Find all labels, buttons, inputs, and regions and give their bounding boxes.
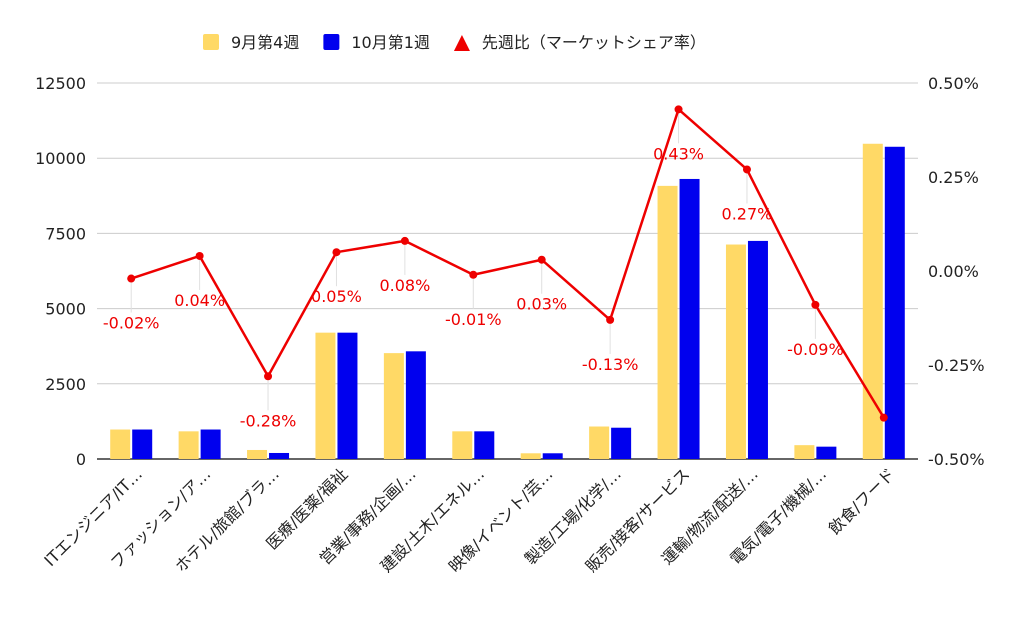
bar bbox=[178, 431, 199, 459]
label-guides bbox=[130, 113, 816, 411]
category-labels: ITエンジニア/IT…ファッション/ア…ホテル/旅館/ブラ…医療/医薬/福祉営業… bbox=[40, 464, 898, 576]
share-data-label: -0.13% bbox=[582, 355, 639, 374]
share-point bbox=[537, 255, 546, 264]
legend-label: 9月第4週 bbox=[231, 33, 299, 52]
bar bbox=[315, 332, 336, 459]
bar bbox=[542, 453, 563, 459]
bar bbox=[110, 429, 131, 459]
share-data-label: 0.03% bbox=[516, 295, 567, 314]
bar bbox=[520, 453, 541, 459]
gridlines bbox=[97, 82, 918, 460]
right-tick-label: -0.50% bbox=[928, 450, 985, 469]
share-point bbox=[674, 105, 683, 114]
legend-triangle-icon bbox=[453, 35, 470, 51]
share-point bbox=[879, 413, 888, 422]
share-line bbox=[127, 105, 888, 422]
share-data-label: -0.09% bbox=[787, 340, 844, 359]
share-data-label: -0.28% bbox=[240, 411, 297, 430]
right-tick-label: 0.50% bbox=[928, 74, 979, 93]
share-data-label: -0.02% bbox=[103, 314, 160, 333]
right-tick-label: 0.25% bbox=[928, 168, 979, 187]
legend-label: 先週比（マーケットシェア率） bbox=[482, 33, 706, 52]
bar bbox=[247, 449, 268, 459]
share-point bbox=[400, 236, 409, 245]
share-point bbox=[811, 300, 820, 309]
left-tick-label: 0 bbox=[76, 450, 86, 469]
share-data-label: 0.04% bbox=[174, 291, 225, 310]
bar bbox=[816, 446, 837, 459]
bar bbox=[405, 351, 426, 459]
share-data-label: 0.05% bbox=[311, 287, 362, 306]
bar bbox=[725, 244, 746, 459]
left-tick-label: 2500 bbox=[45, 375, 86, 394]
category-label: 飲食/フード bbox=[825, 464, 899, 538]
right-tick-label: 0.00% bbox=[928, 262, 979, 281]
share-point bbox=[264, 372, 273, 381]
share-point bbox=[742, 165, 751, 174]
bar bbox=[884, 146, 905, 459]
share-data-label: 0.08% bbox=[379, 276, 430, 295]
right-tick-label: -0.25% bbox=[928, 356, 985, 375]
share-line-path bbox=[130, 108, 885, 419]
bar bbox=[679, 178, 700, 459]
bar bbox=[747, 240, 768, 459]
right-axis: -0.50% -0.25% 0.00% 0.25% 0.50% bbox=[928, 74, 985, 469]
left-tick-label: 10000 bbox=[35, 149, 86, 168]
bar bbox=[474, 431, 495, 459]
data-labels: -0.02% 0.04% -0.28% 0.05% 0.08% -0.01% 0.03% -0… bbox=[103, 144, 844, 430]
share-point bbox=[195, 251, 204, 260]
bar bbox=[337, 332, 358, 459]
bar bbox=[269, 452, 290, 459]
bar bbox=[452, 431, 473, 459]
legend-label: 10月第1週 bbox=[351, 33, 430, 52]
share-point bbox=[332, 248, 341, 257]
share-point bbox=[606, 315, 615, 324]
bar bbox=[132, 429, 153, 459]
bar bbox=[794, 445, 815, 459]
bar bbox=[589, 426, 610, 459]
legend-swatch bbox=[323, 34, 340, 50]
share-point bbox=[469, 270, 478, 279]
share-data-label: -0.01% bbox=[445, 310, 502, 329]
bar bbox=[657, 185, 678, 459]
bar bbox=[200, 429, 221, 459]
share-point bbox=[127, 274, 136, 283]
bars bbox=[110, 143, 905, 459]
share-data-label: 0.27% bbox=[722, 204, 773, 223]
share-data-label: 0.43% bbox=[653, 144, 704, 163]
legend-swatch bbox=[203, 34, 219, 50]
left-tick-label: 5000 bbox=[45, 300, 86, 319]
left-axis: 0 2500 5000 7500 10000 12500 bbox=[35, 74, 86, 469]
legend: 9月第4週 10月第1週 先週比（マーケットシェア率） bbox=[203, 33, 706, 52]
left-tick-label: 12500 bbox=[35, 74, 86, 93]
left-tick-label: 7500 bbox=[45, 224, 86, 243]
bar bbox=[611, 427, 632, 459]
bar bbox=[862, 143, 883, 459]
bar bbox=[383, 353, 404, 459]
